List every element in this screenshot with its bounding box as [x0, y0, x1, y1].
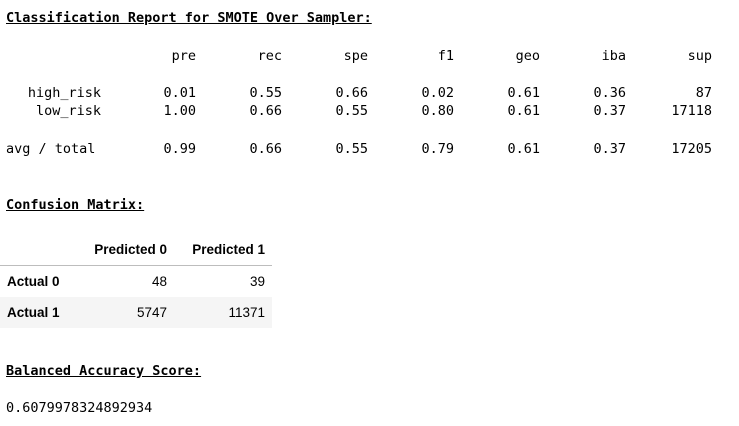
table-cell: 39	[249, 274, 265, 289]
report-cell: 0.37	[593, 141, 626, 157]
report-cell: 17205	[671, 141, 712, 157]
report-cell: 0.66	[249, 103, 282, 119]
report-col-rec: rec	[257, 48, 282, 64]
confusion-matrix-table: Predicted 0 Predicted 1 Actual 0 48 39 A…	[0, 234, 272, 328]
report-cell: 0.36	[593, 85, 626, 101]
column-header-predicted-0: Predicted 0	[78, 234, 174, 266]
report-row-label: avg / total	[6, 141, 96, 157]
column-header-predicted-1: Predicted 1	[174, 234, 272, 266]
report-cell: 0.55	[249, 85, 282, 101]
report-row-label: low_risk	[35, 103, 101, 119]
report-cell: 0.99	[163, 141, 196, 157]
table-corner-cell	[0, 234, 78, 266]
report-cell: 0.02	[421, 85, 454, 101]
report-col-spe: spe	[343, 48, 368, 64]
report-cell: 0.80	[421, 103, 454, 119]
report-col-f1: f1	[437, 48, 454, 64]
table-cell: 11371	[228, 305, 265, 320]
report-cell: 0.66	[335, 85, 368, 101]
report-col-pre: pre	[171, 48, 196, 64]
confusion-matrix-heading: Confusion Matrix:	[6, 197, 145, 213]
report-col-geo: geo	[515, 48, 540, 64]
report-col-sup: sup	[687, 48, 712, 64]
report-cell: 0.55	[335, 103, 368, 119]
table-row: Actual 0 48 39	[0, 266, 272, 298]
table-row: Actual 1 5747 11371	[0, 297, 272, 328]
row-header-actual-0: Actual 0	[7, 274, 60, 289]
table-header-row: Predicted 0 Predicted 1	[0, 234, 272, 266]
report-cell: 0.01	[163, 85, 196, 101]
report-cell: 0.37	[593, 103, 626, 119]
balanced-accuracy-heading: Balanced Accuracy Score:	[6, 363, 202, 379]
table-cell: 48	[151, 274, 167, 289]
row-header-actual-1: Actual 1	[7, 305, 60, 320]
report-cell: 0.79	[421, 141, 454, 157]
table-cell: 5747	[136, 305, 167, 320]
report-cell: 0.61	[507, 103, 540, 119]
report-cell: 0.55	[335, 141, 368, 157]
balanced-accuracy-value: 0.6079978324892934	[6, 400, 153, 416]
report-cell: 87	[695, 85, 712, 101]
report-row-label: high_risk	[27, 85, 101, 101]
report-cell: 0.61	[507, 141, 540, 157]
report-cell: 0.66	[249, 141, 282, 157]
classification-report-heading: Classification Report for SMOTE Over Sam…	[6, 10, 372, 26]
report-cell: 0.61	[507, 85, 540, 101]
report-col-iba: iba	[601, 48, 626, 64]
report-cell: 17118	[671, 103, 712, 119]
report-cell: 1.00	[163, 103, 196, 119]
